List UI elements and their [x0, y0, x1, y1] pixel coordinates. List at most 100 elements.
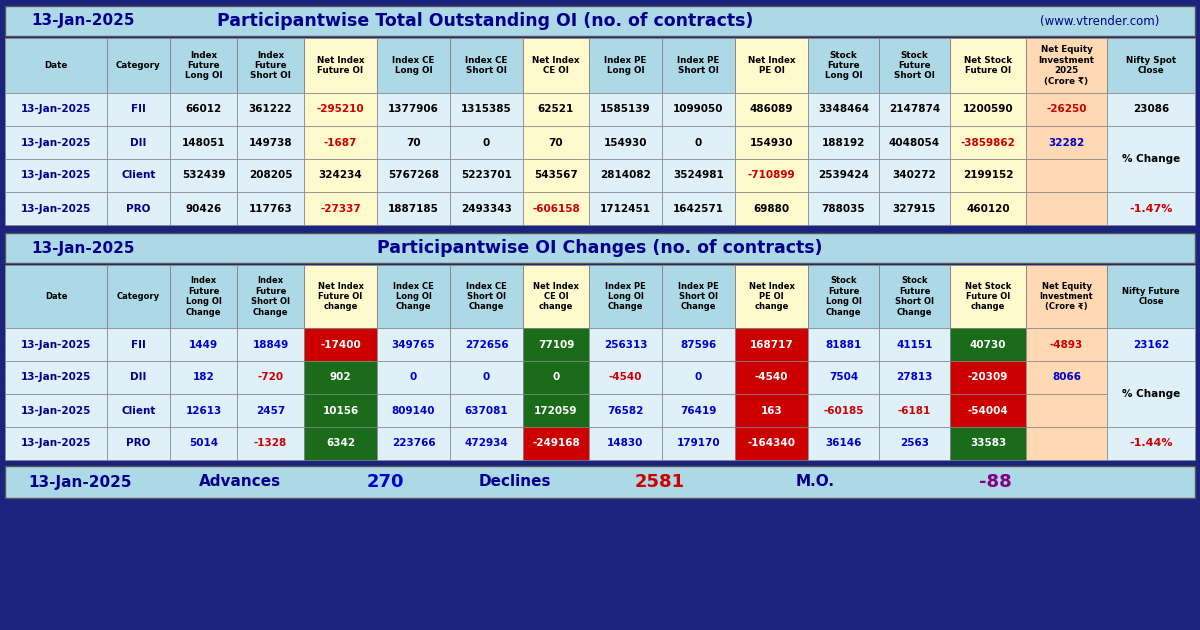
- Bar: [589, 394, 662, 427]
- Bar: [878, 38, 950, 93]
- Bar: [950, 361, 1026, 394]
- Text: Index
Future
Short OI
Change: Index Future Short OI Change: [251, 277, 290, 317]
- Bar: [304, 427, 377, 460]
- Text: Index PE
Short OI: Index PE Short OI: [677, 56, 720, 75]
- Bar: [1026, 328, 1108, 361]
- Text: Stock
Future
Long OI: Stock Future Long OI: [824, 50, 863, 81]
- Text: -1.47%: -1.47%: [1129, 203, 1172, 214]
- Bar: [5, 328, 107, 361]
- Bar: [170, 427, 238, 460]
- Text: -295210: -295210: [317, 105, 365, 115]
- Text: -606158: -606158: [532, 203, 580, 214]
- Bar: [734, 38, 808, 93]
- Bar: [950, 93, 1026, 126]
- Text: -26250: -26250: [1046, 105, 1087, 115]
- Bar: [238, 93, 304, 126]
- Text: 13-Jan-2025: 13-Jan-2025: [20, 105, 91, 115]
- Text: 13-Jan-2025: 13-Jan-2025: [20, 438, 91, 449]
- Text: Index CE
Short OI: Index CE Short OI: [466, 56, 508, 75]
- Bar: [5, 427, 107, 460]
- Text: 223766: 223766: [391, 438, 436, 449]
- Bar: [1108, 427, 1195, 460]
- Bar: [950, 159, 1026, 192]
- Bar: [450, 328, 523, 361]
- Bar: [662, 38, 734, 93]
- Text: 149738: 149738: [248, 137, 293, 147]
- Bar: [107, 159, 170, 192]
- Text: 13-Jan-2025: 13-Jan-2025: [20, 137, 91, 147]
- Text: Index PE
Long OI: Index PE Long OI: [605, 56, 647, 75]
- Text: 13-Jan-2025: 13-Jan-2025: [20, 171, 91, 181]
- Text: Index CE
Long OI: Index CE Long OI: [392, 56, 434, 75]
- Bar: [450, 38, 523, 93]
- Text: 12613: 12613: [185, 406, 222, 416]
- Text: Participantwise Total Outstanding OI (no. of contracts): Participantwise Total Outstanding OI (no…: [217, 12, 754, 30]
- Bar: [107, 126, 170, 159]
- Text: Net Index
CE OI
change: Net Index CE OI change: [533, 282, 578, 311]
- Text: Net Index
PE OI
change: Net Index PE OI change: [749, 282, 794, 311]
- Bar: [589, 192, 662, 225]
- Bar: [450, 394, 523, 427]
- Bar: [878, 328, 950, 361]
- Text: 10156: 10156: [323, 406, 359, 416]
- Bar: [450, 427, 523, 460]
- Text: 8066: 8066: [1052, 372, 1081, 382]
- Bar: [1108, 38, 1195, 93]
- Text: Index PE
Short OI
Change: Index PE Short OI Change: [678, 282, 719, 311]
- Text: 7504: 7504: [829, 372, 858, 382]
- Bar: [523, 38, 589, 93]
- Bar: [523, 427, 589, 460]
- Text: 4048054: 4048054: [889, 137, 940, 147]
- Text: Nifty Spot
Close: Nifty Spot Close: [1126, 56, 1176, 75]
- Bar: [304, 93, 377, 126]
- Bar: [377, 394, 450, 427]
- Text: 13-Jan-2025: 13-Jan-2025: [20, 406, 91, 416]
- Text: 5223701: 5223701: [461, 171, 512, 181]
- Text: 2147874: 2147874: [889, 105, 940, 115]
- Bar: [450, 93, 523, 126]
- Bar: [107, 427, 170, 460]
- Text: 1315385: 1315385: [461, 105, 512, 115]
- Bar: [878, 361, 950, 394]
- Text: 361222: 361222: [248, 105, 293, 115]
- Bar: [170, 361, 238, 394]
- Bar: [5, 361, 107, 394]
- Bar: [5, 192, 107, 225]
- Text: 637081: 637081: [464, 406, 509, 416]
- Bar: [662, 159, 734, 192]
- Text: Participantwise OI Changes (no. of contracts): Participantwise OI Changes (no. of contr…: [377, 239, 823, 257]
- Bar: [5, 265, 107, 328]
- Text: 163: 163: [761, 406, 782, 416]
- Bar: [734, 159, 808, 192]
- Text: PRO: PRO: [126, 203, 151, 214]
- Bar: [238, 38, 304, 93]
- Bar: [878, 126, 950, 159]
- Text: 532439: 532439: [181, 171, 226, 181]
- Text: 70: 70: [406, 137, 421, 147]
- Bar: [5, 93, 107, 126]
- Text: FII: FII: [131, 340, 146, 350]
- Text: 460120: 460120: [966, 203, 1010, 214]
- Text: % Change: % Change: [1122, 154, 1180, 164]
- Bar: [950, 126, 1026, 159]
- Bar: [304, 192, 377, 225]
- Text: 1642571: 1642571: [673, 203, 724, 214]
- Text: 168717: 168717: [750, 340, 793, 350]
- Bar: [304, 159, 377, 192]
- Bar: [523, 328, 589, 361]
- Text: 62521: 62521: [538, 105, 574, 115]
- Text: -27337: -27337: [320, 203, 361, 214]
- Text: 1887185: 1887185: [388, 203, 439, 214]
- Bar: [5, 6, 1195, 36]
- Text: 3524981: 3524981: [673, 171, 724, 181]
- Text: M.O.: M.O.: [796, 474, 834, 490]
- Bar: [523, 265, 589, 328]
- Bar: [1108, 93, 1195, 126]
- Bar: [170, 394, 238, 427]
- Text: 5767268: 5767268: [388, 171, 439, 181]
- Text: 2563: 2563: [900, 438, 929, 449]
- Bar: [304, 361, 377, 394]
- Text: 1377906: 1377906: [388, 105, 439, 115]
- Bar: [734, 126, 808, 159]
- Text: 2199152: 2199152: [962, 171, 1013, 181]
